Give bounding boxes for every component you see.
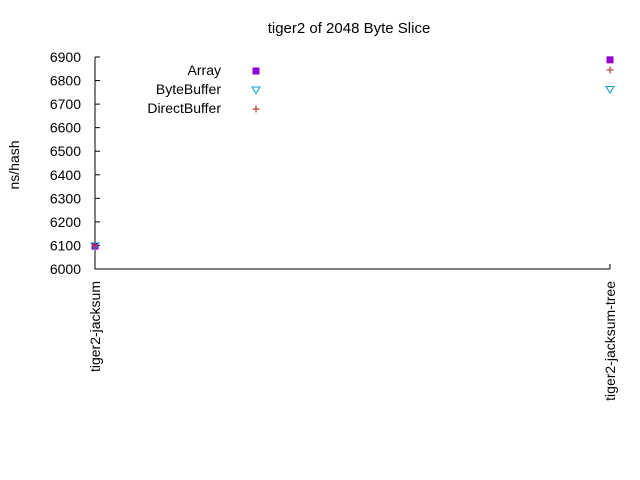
- y-tick-label: 6000: [50, 261, 81, 277]
- plot-axes: [94, 56, 611, 270]
- y-tick-labels: 6000 6100 6200 6300 6400 6500 6600 6700 6800 6900: [50, 49, 81, 277]
- legend-marker: [251, 86, 261, 95]
- chart-title: tiger2 of 2048 Byte Slice: [268, 20, 431, 37]
- y-tick-label: 6500: [50, 143, 81, 159]
- legend: Array ByteBuffer DirectBuffer: [147, 62, 261, 116]
- legend-label: Array: [188, 62, 221, 78]
- y-axis-label: ns/hash: [6, 140, 22, 189]
- y-tick-label: 6800: [50, 73, 81, 89]
- y-tick-label: 6300: [50, 190, 81, 206]
- point-array-1: [606, 56, 614, 64]
- legend-marker: [252, 67, 260, 75]
- y-tick-label: 6400: [50, 167, 81, 183]
- y-tick-label: 6700: [50, 96, 81, 112]
- legend-marker: [252, 105, 260, 113]
- point-bytebuffer-1: [605, 86, 615, 94]
- y-tick-label: 6900: [50, 49, 81, 65]
- legend-label: ByteBuffer: [156, 81, 221, 97]
- point-directbuffer-0: [91, 241, 99, 249]
- y-tick-label: 6600: [50, 120, 81, 136]
- y-tick-label: 6200: [50, 214, 81, 230]
- x-tick-labels: tiger2-jacksum tiger2-jacksum-tree: [87, 281, 618, 401]
- x-tick-label: tiger2-jacksum-tree: [602, 281, 618, 401]
- point-directbuffer-1: [606, 66, 614, 74]
- x-tick-label: tiger2-jacksum: [87, 281, 103, 372]
- data-points: [90, 56, 615, 251]
- legend-label: DirectBuffer: [147, 100, 221, 116]
- y-tick-label: 6100: [50, 237, 81, 253]
